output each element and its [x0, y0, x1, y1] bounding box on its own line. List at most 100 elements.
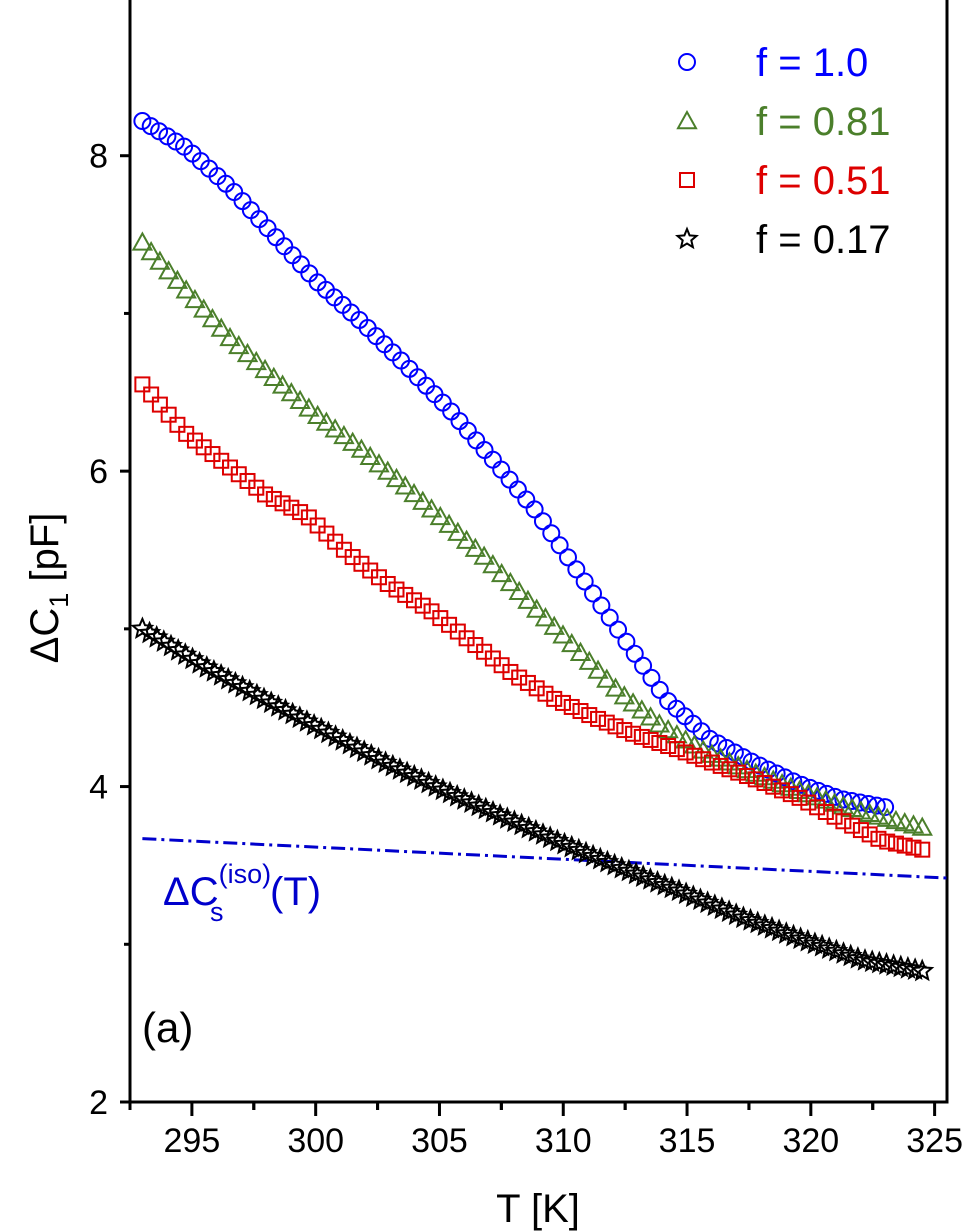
data-point — [616, 858, 641, 882]
data-point — [416, 770, 441, 794]
data-point — [842, 792, 861, 811]
data-point — [588, 846, 613, 870]
data-point — [201, 307, 224, 328]
data-point — [616, 722, 633, 739]
data-point — [542, 524, 561, 543]
data-point — [184, 288, 206, 309]
data-point — [712, 757, 729, 774]
data-point — [423, 773, 448, 797]
data-point — [523, 818, 548, 842]
data-point — [874, 951, 899, 975]
data-point — [266, 228, 285, 247]
panel-label: (a) — [142, 1004, 193, 1051]
data-point — [193, 298, 215, 318]
y-axis-label-main: ΔC — [23, 608, 67, 664]
data-point — [525, 500, 544, 519]
data-point — [216, 666, 241, 690]
data-point — [359, 742, 384, 766]
data-point — [315, 411, 338, 431]
data-point — [143, 386, 160, 403]
data-point — [896, 837, 913, 854]
y-axis-label-unit: [pF] — [23, 513, 67, 593]
data-point — [330, 727, 355, 751]
data-point — [861, 826, 878, 843]
data-point — [511, 669, 528, 686]
data-point — [309, 517, 326, 534]
data-point — [648, 713, 671, 733]
data-point — [414, 597, 431, 614]
data-point — [402, 763, 427, 787]
data-point — [592, 596, 611, 615]
data-point — [581, 843, 606, 867]
data-point — [492, 460, 511, 479]
data-point — [667, 878, 691, 902]
data-point — [244, 682, 269, 706]
data-point — [373, 750, 398, 774]
data-point — [455, 529, 478, 549]
x-tick-label-295: 295 — [164, 1122, 221, 1160]
data-point — [738, 768, 755, 785]
data-point — [845, 946, 870, 969]
data-point — [289, 389, 311, 409]
data-point — [695, 751, 712, 768]
y-tick-label-6: 6 — [89, 453, 108, 491]
data-point — [488, 803, 513, 826]
data-point — [452, 787, 477, 810]
data-point — [756, 774, 773, 791]
data-point — [668, 741, 685, 758]
series-triangle — [131, 231, 933, 836]
data-point — [502, 663, 519, 680]
data-point — [651, 734, 668, 751]
data-point — [438, 513, 460, 533]
data-point — [201, 658, 226, 682]
data-point — [609, 620, 628, 639]
data-point — [838, 943, 863, 967]
y-axis-label: ΔC1 [pF] — [23, 513, 74, 664]
data-point — [702, 893, 727, 917]
data-point — [359, 445, 381, 466]
data-point — [352, 739, 377, 763]
data-point — [578, 650, 600, 670]
data-point — [724, 902, 749, 926]
data-point — [394, 475, 416, 495]
data-point — [681, 884, 706, 908]
data-point — [291, 255, 310, 274]
data-point — [534, 607, 557, 627]
data-point — [879, 833, 896, 850]
data-point — [701, 743, 723, 763]
data-point — [350, 438, 373, 458]
data-point — [274, 495, 291, 512]
data-point — [266, 693, 291, 717]
data-point — [575, 572, 594, 591]
data-point — [341, 431, 364, 451]
data-point — [525, 598, 548, 618]
data-point — [851, 793, 870, 812]
legend-marker-circle — [678, 53, 696, 71]
data-point — [760, 915, 784, 939]
data-point — [881, 953, 906, 977]
legend-label-triangle: f = 0.81 — [756, 100, 891, 144]
data-point — [429, 505, 452, 526]
data-point — [817, 804, 834, 821]
data-point — [725, 743, 744, 762]
data-point — [508, 480, 527, 499]
data-point — [252, 686, 276, 710]
data-point — [905, 839, 922, 856]
data-point — [318, 525, 335, 542]
data-point — [703, 754, 720, 771]
data-point — [387, 757, 412, 780]
data-point — [774, 782, 791, 799]
data-point — [686, 747, 703, 764]
data-point — [482, 553, 504, 574]
data-point — [709, 734, 728, 753]
data-point — [752, 913, 777, 937]
data-point — [519, 674, 536, 691]
y-tick-label-8: 8 — [89, 138, 108, 176]
data-point — [625, 725, 642, 742]
data-point — [602, 852, 627, 876]
data-point — [639, 706, 662, 726]
data-point — [280, 382, 303, 402]
data-point — [567, 560, 586, 579]
data-point — [309, 716, 334, 740]
data-point — [852, 822, 869, 839]
